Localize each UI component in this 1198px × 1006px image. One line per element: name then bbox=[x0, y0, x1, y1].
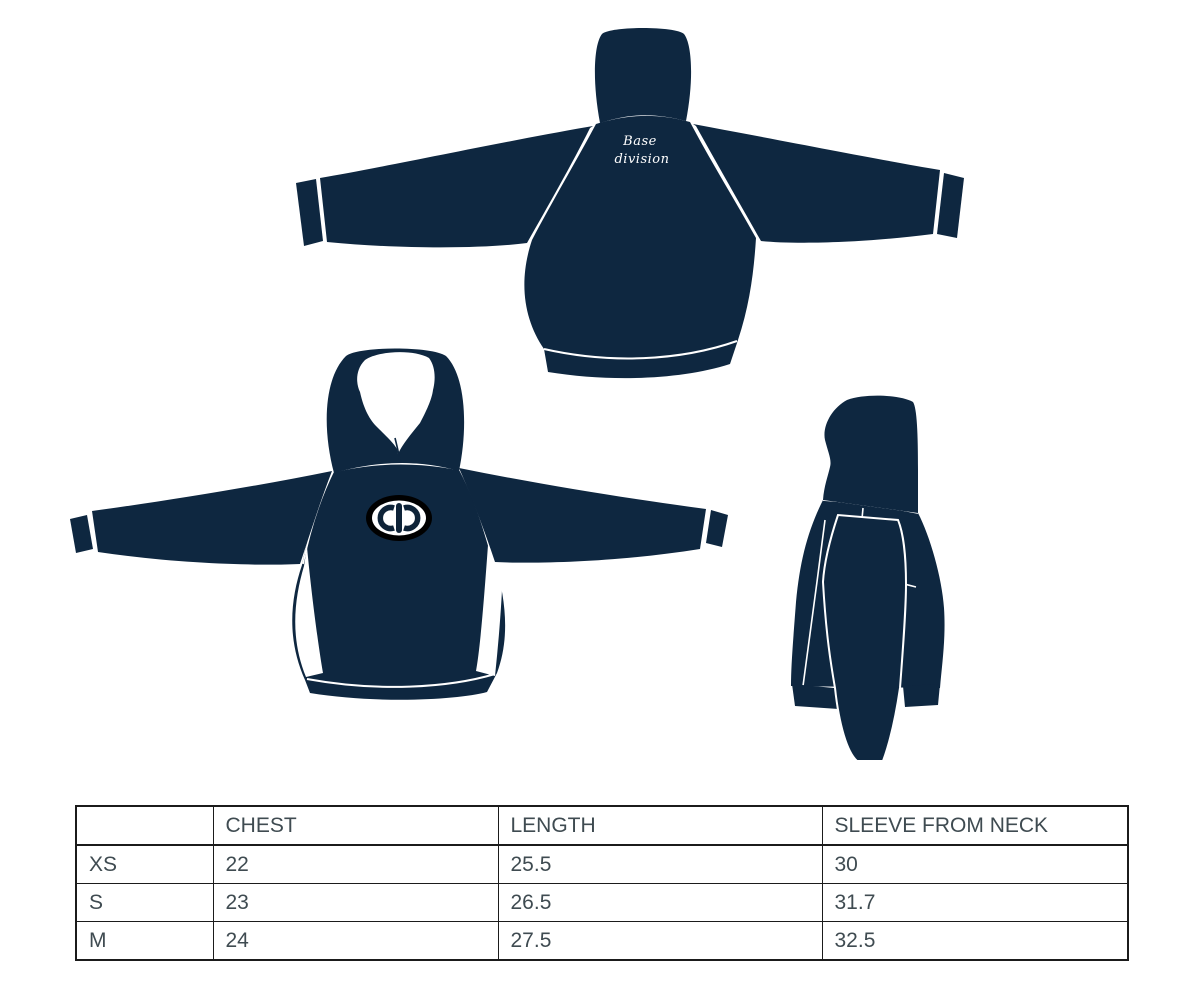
header-cell-sleeve: SLEEVE FROM NECK bbox=[821, 805, 1129, 846]
front-hem-seam bbox=[306, 673, 496, 688]
back-right-sleeve bbox=[693, 124, 940, 243]
front-right-sleeve bbox=[459, 468, 706, 563]
front-body bbox=[292, 461, 506, 700]
hoodie-side-view-drawing bbox=[791, 395, 945, 762]
size-row-xs: XS 22 25.5 30 bbox=[75, 844, 1129, 884]
back-hood bbox=[594, 28, 692, 123]
chest-value-cell: 24 bbox=[212, 921, 499, 961]
front-left-sleeve bbox=[92, 471, 332, 565]
size-chart-table: CHEST LENGTH SLEEVE FROM NECK XS 22 25.5… bbox=[75, 805, 1129, 961]
back-left-sleeve bbox=[320, 126, 593, 248]
size-label-cell: XS bbox=[75, 844, 214, 884]
size-chart-header-row: CHEST LENGTH SLEEVE FROM NECK bbox=[75, 805, 1129, 846]
back-right-cuff bbox=[937, 173, 964, 238]
front-right-side-panel bbox=[476, 545, 503, 676]
back-hem-seam bbox=[543, 340, 738, 360]
sleeve-value-cell: 31.7 bbox=[821, 883, 1129, 922]
back-body bbox=[524, 115, 756, 379]
chest-value-cell: 22 bbox=[212, 844, 499, 884]
side-hem-band-right bbox=[903, 684, 940, 707]
length-value-cell: 26.5 bbox=[497, 883, 823, 922]
side-sleeve bbox=[821, 513, 908, 762]
side-back-sleeve-seam bbox=[802, 519, 826, 687]
header-cell-length: LENGTH bbox=[497, 805, 823, 846]
back-print-line1: Base bbox=[622, 134, 657, 149]
chest-value-cell: 23 bbox=[212, 883, 499, 922]
size-chart: CHEST LENGTH SLEEVE FROM NECK XS 22 25.5… bbox=[75, 805, 1129, 961]
sleeve-value-cell: 32.5 bbox=[821, 921, 1129, 961]
size-label-cell: S bbox=[75, 883, 214, 922]
header-cell-size bbox=[75, 805, 214, 846]
size-row-m: M 24 27.5 32.5 bbox=[75, 921, 1129, 961]
hoodie-front-view-drawing bbox=[70, 348, 728, 700]
hoodie-back-view-drawing: Base division bbox=[296, 28, 964, 379]
front-chest-logo bbox=[366, 495, 432, 541]
front-left-side-panel bbox=[295, 547, 323, 677]
length-value-cell: 25.5 bbox=[497, 844, 823, 884]
back-left-cuff bbox=[296, 179, 323, 246]
side-hood bbox=[823, 395, 918, 513]
front-hood-opening bbox=[357, 352, 435, 454]
size-label-cell: M bbox=[75, 921, 214, 961]
length-value-cell: 27.5 bbox=[497, 921, 823, 961]
front-hood-overlap-edge bbox=[394, 437, 401, 463]
front-right-cuff bbox=[706, 510, 728, 547]
back-print-line2: division bbox=[614, 152, 669, 167]
sleeve-value-cell: 30 bbox=[821, 844, 1129, 884]
size-row-s: S 23 26.5 31.7 bbox=[75, 883, 1129, 922]
header-cell-chest: CHEST bbox=[212, 805, 499, 846]
front-left-cuff bbox=[70, 515, 93, 553]
